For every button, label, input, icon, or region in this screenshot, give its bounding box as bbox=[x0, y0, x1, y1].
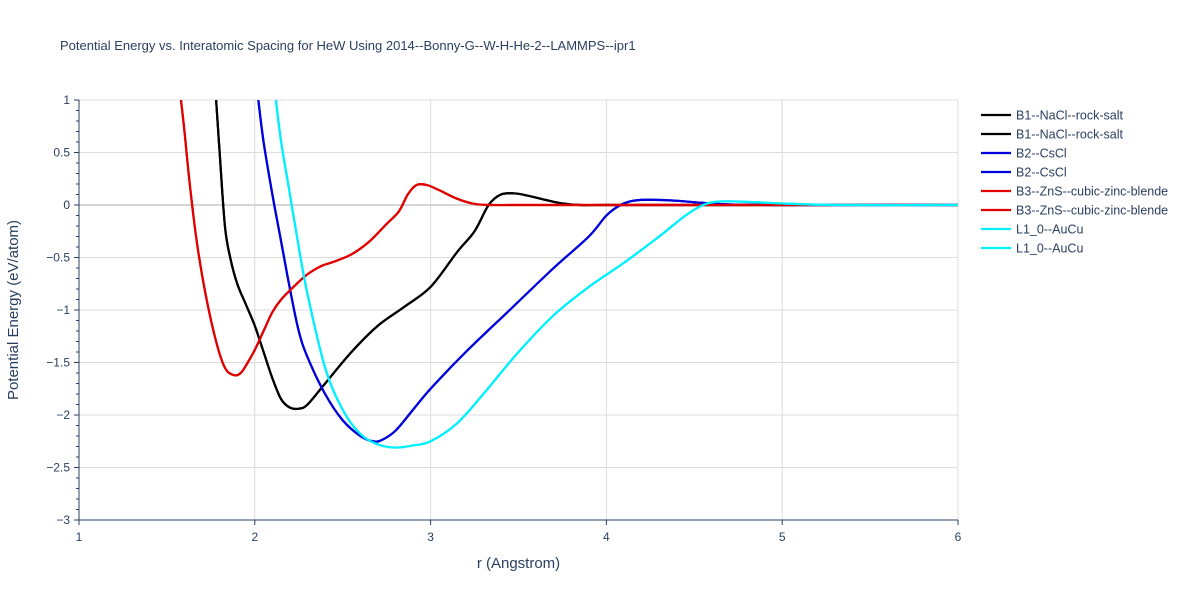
grid bbox=[79, 99, 959, 520]
legend-label-5: B3--ZnS--cubic-zinc-blende bbox=[1016, 204, 1168, 218]
legend-label-1: B1--NaCl--rock-salt bbox=[1016, 128, 1123, 142]
y-tick-label-3: −0.5 bbox=[46, 251, 70, 265]
x-tick-label-4: 5 bbox=[779, 530, 786, 544]
legend-item-5[interactable]: B3--ZnS--cubic-zinc-blende bbox=[981, 204, 1168, 218]
legend-label-6: L1_0--AuCu bbox=[1016, 223, 1083, 237]
y-tick-label-7: −2.5 bbox=[46, 461, 70, 475]
y-tick-label-4: −1 bbox=[56, 303, 70, 317]
x-tick-label-3: 4 bbox=[603, 530, 610, 544]
legend-label-4: B3--ZnS--cubic-zinc-blende bbox=[1016, 185, 1168, 199]
legend-label-0: B1--NaCl--rock-salt bbox=[1016, 109, 1123, 123]
legend-item-4[interactable]: B3--ZnS--cubic-zinc-blende bbox=[981, 185, 1168, 199]
legend-item-6[interactable]: L1_0--AuCu bbox=[981, 223, 1083, 237]
x-tick-label-0: 1 bbox=[76, 530, 83, 544]
plot-area bbox=[179, 100, 958, 449]
y-axis-title: Potential Energy (eV/atom) bbox=[5, 220, 22, 400]
legend-item-0[interactable]: B1--NaCl--rock-salt bbox=[981, 109, 1123, 123]
legend[interactable]: B1--NaCl--rock-salt B1--NaCl--rock-salt B2… bbox=[981, 109, 1168, 256]
series-line-7 bbox=[274, 100, 958, 449]
legend-label-3: B2--CsCl bbox=[1016, 166, 1067, 180]
y-tick-label-1: 0.5 bbox=[53, 146, 70, 160]
x-tick-label-5: 6 bbox=[955, 530, 962, 544]
y-tick-label-8: −3 bbox=[56, 513, 70, 527]
legend-label-7: L1_0--AuCu bbox=[1016, 242, 1083, 256]
series-line-3 bbox=[257, 100, 958, 443]
y-tick-label-0: 1 bbox=[63, 93, 70, 107]
y-tick-labels: 1 0.5 0 −0.5 −1 −1.5 −2 −2.5 −3 bbox=[46, 93, 79, 527]
series-line-2 bbox=[257, 100, 958, 443]
y-tick-label-2: 0 bbox=[63, 198, 70, 212]
x-tick-label-2: 3 bbox=[427, 530, 434, 544]
x-axis-title: r (Angstrom) bbox=[477, 555, 560, 572]
y-tick-label-5: −1.5 bbox=[46, 356, 70, 370]
x-tick-labels: 1 2 3 4 5 6 bbox=[76, 520, 962, 544]
chart-title: Potential Energy vs. Interatomic Spacing… bbox=[60, 38, 636, 53]
legend-item-1[interactable]: B1--NaCl--rock-salt bbox=[981, 128, 1123, 142]
legend-label-2: B2--CsCl bbox=[1016, 147, 1067, 161]
legend-item-2[interactable]: B2--CsCl bbox=[981, 147, 1067, 161]
legend-item-3[interactable]: B2--CsCl bbox=[981, 166, 1067, 180]
series-line-5 bbox=[179, 100, 958, 377]
y-tick-label-6: −2 bbox=[56, 408, 70, 422]
series-group bbox=[179, 100, 958, 449]
x-tick-label-1: 2 bbox=[251, 530, 258, 544]
legend-item-7[interactable]: L1_0--AuCu bbox=[981, 242, 1083, 256]
